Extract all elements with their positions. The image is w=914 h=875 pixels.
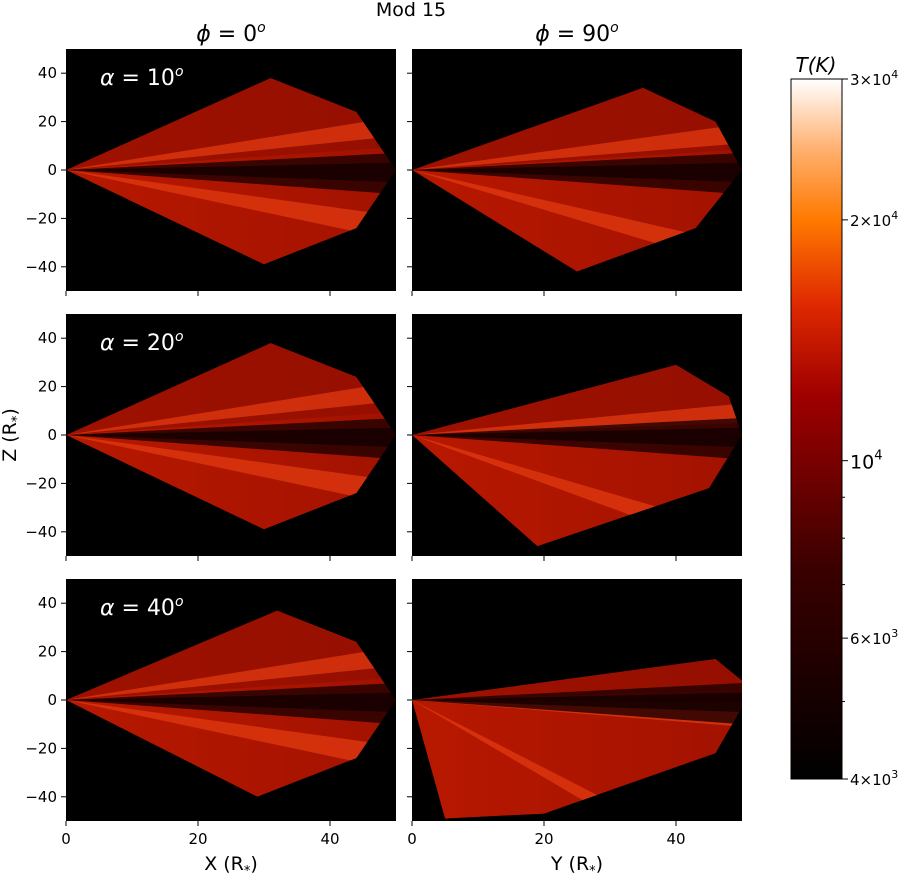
y-tick-label: 40 (38, 329, 57, 347)
y-tick-label: 20 (38, 643, 57, 661)
hot-streak-1 (66, 116, 396, 170)
y-tick-label: 40 (38, 64, 57, 82)
colorbar (790, 78, 843, 780)
y-tick-label: −20 (25, 474, 57, 492)
y-tick-label: 0 (47, 426, 57, 444)
hot-streak-2 (66, 700, 396, 771)
colorbar-tick-label: 2×104 (850, 209, 898, 230)
panel-mask (412, 314, 742, 556)
y-tick-label: 20 (38, 113, 57, 131)
x-tick-label: 20 (188, 830, 207, 848)
x-tick-label: 40 (666, 830, 685, 848)
y-tick-label: −40 (25, 258, 57, 276)
cool-midplane-core (412, 427, 742, 448)
outer-zone-upper (66, 343, 396, 435)
y-tick-label: 20 (38, 378, 57, 396)
y-axis-label: Z (R*) (0, 408, 25, 462)
hot-streak-2 (66, 435, 396, 506)
x-axis-label-right: Y (R*) (550, 853, 603, 875)
panel-mask (66, 49, 396, 291)
outer-zone-upper (66, 610, 396, 700)
x-axis-label-left: X (R*) (204, 853, 258, 875)
panel-mask (66, 579, 396, 821)
hot-streak-1 (412, 403, 742, 435)
panel-mask (412, 579, 742, 821)
y-tick-label: 0 (47, 161, 57, 179)
panel-1-2 (407, 49, 742, 296)
figure-title: Mod 15 (376, 0, 446, 21)
x-tick-label: 0 (407, 830, 417, 848)
alpha-label: α = 40o (100, 594, 184, 621)
colorbar-tick-label: 6×103 (850, 627, 898, 648)
y-tick-label: 40 (38, 594, 57, 612)
panel-mask (412, 49, 742, 291)
cool-midplane-core (412, 162, 742, 183)
panel-2-1: α = 20o 40 20 0 −20 −40 (25, 314, 396, 561)
panel-mask (66, 314, 396, 556)
panel-3-2: 0 20 40 (407, 579, 742, 848)
colorbar-tick-label: 4×103 (850, 768, 898, 789)
hot-streak-1 (412, 124, 742, 170)
cool-midplane-core (66, 427, 396, 448)
alpha-label: α = 10o (100, 64, 184, 91)
cool-midplane-core (66, 692, 396, 713)
y-tick-label: −40 (25, 788, 57, 806)
y-tick-label: 0 (47, 691, 57, 709)
hot-streak-1 (66, 646, 396, 700)
hot-streak-2 (412, 170, 742, 270)
colorbar-ticks: 3×104 2×104 104 6×103 4×103 (842, 68, 898, 789)
colorbar-tick-label: 3×104 (850, 68, 898, 89)
y-tick-label: −40 (25, 523, 57, 541)
x-tick-label: 0 (61, 830, 71, 848)
column-title-phi-0: ϕ = 0o (196, 20, 266, 47)
colorbar-tick-label: 104 (850, 449, 882, 474)
outer-zone-upper (66, 78, 396, 170)
y-tick-label: −20 (25, 739, 57, 757)
x-tick-label: 40 (320, 830, 339, 848)
cool-midplane-core (66, 162, 396, 183)
panel-2-2 (407, 314, 742, 561)
colorbar-label: T(K) (796, 53, 837, 77)
panel-3-1: α = 40o 40 20 0 −20 −40 0 20 40 (25, 579, 396, 848)
column-title-phi-90: ϕ = 90o (535, 20, 619, 47)
cool-midplane-core (412, 692, 742, 713)
alpha-label: α = 20o (100, 329, 184, 356)
hot-streak-2 (66, 170, 396, 241)
hot-streak-2 (412, 700, 648, 821)
hot-streak-1 (66, 381, 396, 435)
x-tick-label: 20 (534, 830, 553, 848)
panel-1-1: α = 10o 40 20 0 −20 −40 (25, 49, 396, 296)
y-tick-label: −20 (25, 209, 57, 227)
